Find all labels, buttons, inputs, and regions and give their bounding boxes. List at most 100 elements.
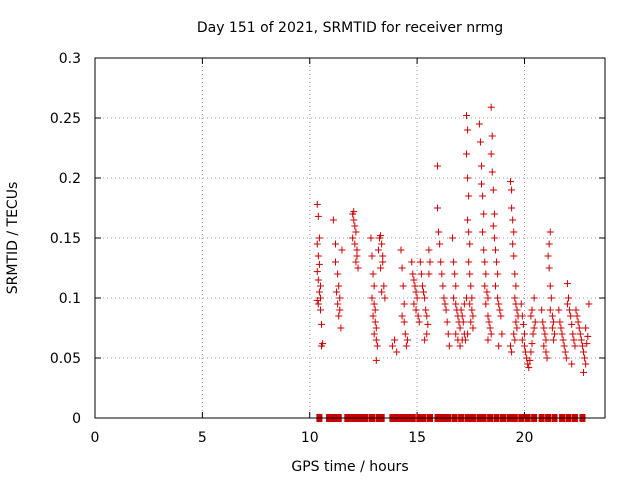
data-point <box>410 300 418 308</box>
data-point <box>400 300 408 308</box>
data-point <box>494 270 502 278</box>
data-point <box>561 348 569 356</box>
data-point <box>563 280 571 288</box>
data-point <box>466 270 474 278</box>
data-point <box>398 264 406 272</box>
y-tick-label: 0.25 <box>50 111 81 127</box>
data-point <box>318 342 326 350</box>
data-point <box>479 228 487 236</box>
data-point <box>568 360 576 368</box>
data-point <box>482 300 490 308</box>
data-point <box>568 320 576 328</box>
data-point <box>372 356 380 364</box>
data-point <box>336 294 344 302</box>
data-point <box>475 120 483 128</box>
data-point <box>567 312 575 320</box>
data-point <box>437 258 445 266</box>
data-point <box>562 354 570 362</box>
data-point <box>374 246 382 254</box>
data-point <box>508 186 516 194</box>
x-tick-label: 0 <box>91 430 100 446</box>
data-point <box>482 270 490 278</box>
data-point <box>585 300 593 308</box>
data-point <box>496 306 504 314</box>
data-point <box>545 264 553 272</box>
data-point <box>379 252 387 260</box>
data-point <box>544 252 552 260</box>
data-point <box>545 240 553 248</box>
data-point <box>528 340 536 348</box>
data-point <box>352 258 360 266</box>
data-point <box>495 300 503 308</box>
data-point <box>421 294 429 302</box>
data-point <box>371 306 379 314</box>
data-point <box>571 342 579 350</box>
data-point <box>318 320 326 328</box>
data-point <box>530 324 538 332</box>
x-tick-label: 10 <box>301 430 319 446</box>
data-point <box>368 252 376 260</box>
data-point <box>465 258 473 266</box>
data-point <box>403 336 411 344</box>
x-tick-label: 15 <box>408 430 426 446</box>
data-point <box>538 306 546 314</box>
data-point <box>450 258 458 266</box>
data-point <box>490 210 498 218</box>
data-point <box>487 103 495 111</box>
data-point <box>531 318 539 326</box>
data-point <box>378 288 386 296</box>
data-point <box>485 318 493 326</box>
data-point <box>518 312 526 320</box>
data-point <box>423 312 431 320</box>
data-point <box>581 354 589 362</box>
data-point <box>397 246 405 254</box>
data-point <box>512 318 520 326</box>
data-point <box>402 342 410 350</box>
data-point <box>524 360 532 368</box>
data-point <box>335 282 343 290</box>
data-point <box>414 312 422 320</box>
data-point <box>574 318 582 326</box>
data-point <box>528 306 536 314</box>
data-point <box>412 306 420 314</box>
data-point <box>481 258 489 266</box>
data-point <box>350 208 358 216</box>
data-point <box>583 340 591 348</box>
data-point <box>371 318 379 326</box>
data-point <box>491 282 499 290</box>
data-point <box>368 294 376 302</box>
data-point <box>584 332 592 340</box>
data-point <box>415 318 423 326</box>
grid <box>95 58 605 418</box>
data-point <box>314 300 322 308</box>
data-point <box>379 258 387 266</box>
data-point <box>314 276 322 284</box>
data-point <box>370 300 378 308</box>
y-tick-label: 0.2 <box>59 171 81 187</box>
data-point <box>422 306 430 314</box>
data-point <box>580 368 588 376</box>
data-point <box>418 282 426 290</box>
data-point <box>519 320 527 328</box>
data-point <box>490 234 498 242</box>
data-point <box>549 336 557 344</box>
data-point <box>401 330 409 338</box>
data-point <box>412 288 420 296</box>
data-point <box>409 270 417 278</box>
data-point <box>469 324 477 332</box>
data-point <box>456 342 464 350</box>
data-point <box>508 348 516 356</box>
data-point <box>498 330 506 338</box>
data-point <box>369 270 377 278</box>
data-point <box>484 336 492 344</box>
data-point <box>449 234 457 242</box>
data-point <box>313 240 321 248</box>
data-point <box>547 294 555 302</box>
y-tick-label: 0.05 <box>50 351 81 367</box>
data-point <box>377 264 385 272</box>
data-point <box>479 192 487 200</box>
data-point <box>527 312 535 320</box>
data-point <box>483 288 491 296</box>
data-point <box>436 240 444 248</box>
data-point <box>393 348 401 356</box>
